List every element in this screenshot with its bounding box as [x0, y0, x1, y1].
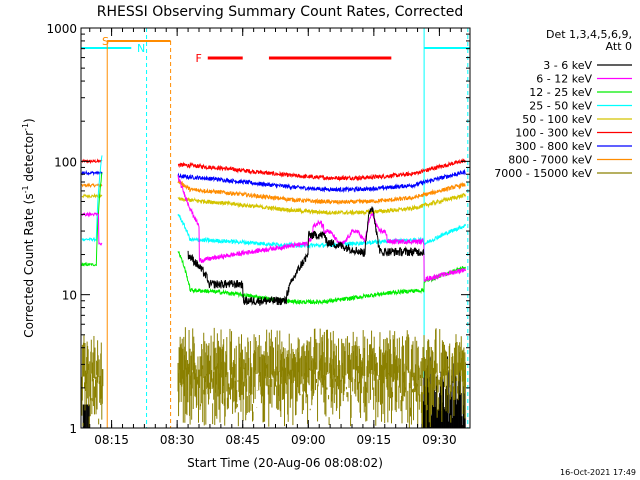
series-line: [177, 192, 466, 216]
y-axis-ticks: 1 10 100 1000: [46, 22, 470, 436]
y-tick-label: 10: [62, 289, 77, 303]
chart-title: RHESSI Observing Summary Count Rates, Co…: [97, 4, 463, 20]
x-tick-label: 08:30: [160, 433, 195, 447]
series-line: [177, 178, 466, 206]
series-line: [81, 172, 103, 267]
legend-label: 12 - 25 keV: [529, 86, 592, 99]
series-line: [177, 214, 466, 249]
series-line: [81, 169, 103, 177]
x-tick-label: 08:45: [225, 433, 260, 447]
series-line: [81, 155, 103, 243]
y-axis-label: Corrected Count Rate (s-1 detector-1): [21, 118, 36, 337]
x-axis-label: Start Time (20-Aug-06 08:08:02): [187, 456, 383, 470]
series-line: [81, 192, 103, 199]
legend-header-line2: Att 0: [606, 40, 632, 53]
legend-label: 50 - 100 keV: [522, 113, 592, 126]
plot-data-layer: S N F: [81, 28, 470, 428]
saa-flag-label: S: [102, 35, 109, 48]
series-line: [187, 206, 425, 306]
legend-header-line1: Det 1,3,4,5,6,9,: [546, 28, 632, 41]
legend-label: 3 - 6 keV: [543, 59, 592, 72]
series-line: [177, 175, 466, 282]
x-tick-label: 08:15: [94, 433, 129, 447]
x-tick-label: 09:30: [422, 433, 457, 447]
legend-label: 300 - 800 keV: [515, 140, 592, 153]
series-line: [177, 168, 466, 194]
series-line: [81, 211, 103, 246]
y-tick-label: 1000: [46, 22, 77, 36]
series-line: [177, 158, 466, 182]
series-line: [81, 158, 103, 165]
legend-label: 6 - 12 keV: [536, 73, 592, 86]
footer-date: 16-Oct-2021 17:49: [560, 468, 636, 477]
flare-flag-label: F: [196, 52, 202, 65]
legend-label: 800 - 7000 keV: [508, 154, 592, 167]
x-tick-label: 09:00: [291, 433, 326, 447]
legend-label: 7000 - 15000 keV: [494, 167, 592, 180]
night-flag-label: N: [137, 42, 145, 55]
legend-label: 100 - 300 keV: [515, 127, 592, 140]
x-tick-label: 09:15: [357, 433, 392, 447]
legend-label: 25 - 50 keV: [529, 100, 592, 113]
series-line: [177, 251, 466, 306]
x-axis-ticks: 08:15 08:30 08:45 09:00 09:15 09:30: [89, 28, 462, 447]
y-tick-label: 1: [69, 422, 77, 436]
y-tick-label: 100: [54, 155, 77, 169]
